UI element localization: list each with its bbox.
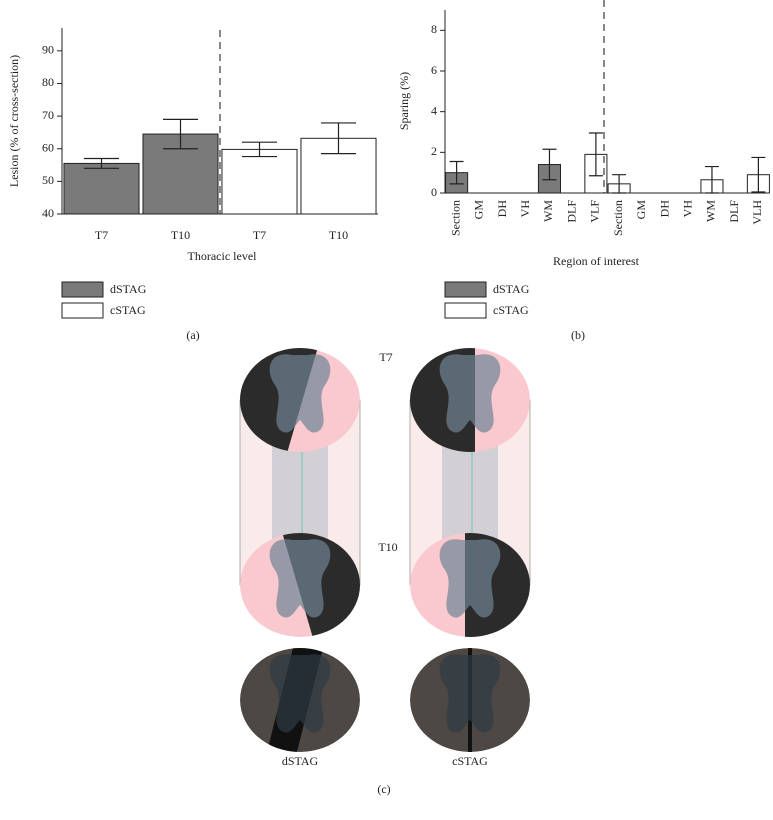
error-bar: [242, 141, 277, 158]
panel-label: (a): [186, 328, 199, 342]
y-tick-label: 4: [431, 103, 437, 117]
x-tick-label: VH: [518, 200, 532, 218]
legend-label: dSTAG: [493, 282, 530, 296]
x-tick-label: Section: [448, 200, 462, 236]
error-bar: [163, 118, 198, 150]
x-tick-label: T7: [253, 228, 266, 242]
cstag-section: [410, 648, 530, 752]
x-tick-label: DH: [495, 200, 509, 218]
x-tick-label: WM: [704, 200, 718, 222]
x-axis-label: Region of interest: [553, 254, 640, 268]
y-axis-label: Sparing (%): [397, 72, 411, 130]
error-bar: [449, 160, 464, 185]
x-tick-label: T10: [171, 228, 190, 242]
dstag-cord-model: [239, 348, 361, 637]
error-bar: [542, 148, 557, 181]
bar: [221, 148, 298, 215]
cstag-cord-model: [409, 348, 531, 637]
y-tick-label: 90: [42, 43, 54, 57]
x-axis-label: Thoracic level: [188, 249, 258, 263]
dstag-section: [240, 648, 360, 752]
legend-label: dSTAG: [110, 282, 147, 296]
error-bar: [321, 122, 356, 155]
y-tick-label: 60: [42, 140, 54, 154]
x-tick-label: VLH: [750, 200, 764, 225]
y-tick-label: 70: [42, 108, 54, 122]
illustration: T7 T10 dSTAG cSTAG (c): [239, 348, 531, 796]
level-label: T10: [378, 540, 397, 554]
x-tick-label: GM: [634, 200, 648, 220]
y-tick-label: 50: [42, 173, 54, 187]
condition-label: dSTAG: [282, 754, 319, 768]
level-label: T7: [379, 350, 392, 364]
x-tick-label: Section: [611, 200, 625, 236]
legend-swatch: [444, 281, 487, 298]
x-tick-label: GM: [472, 200, 486, 220]
legend-swatch: [61, 281, 104, 298]
y-tick-label: 8: [431, 22, 437, 36]
condition-label: cSTAG: [452, 754, 488, 768]
legend-label: cSTAG: [110, 303, 146, 317]
error-bar: [751, 156, 766, 193]
x-tick-label: WM: [541, 200, 555, 222]
x-tick-label: DLF: [564, 200, 578, 223]
x-tick-label: T7: [95, 228, 108, 242]
legend-label: cSTAG: [493, 303, 529, 317]
error-bar: [84, 157, 119, 169]
panel-label: (c): [377, 782, 390, 796]
x-tick-label: VH: [681, 200, 695, 218]
y-tick-label: 0: [431, 185, 437, 199]
y-tick-label: 40: [42, 206, 54, 220]
bar: [63, 162, 140, 215]
panel-label: (b): [571, 328, 585, 342]
x-tick-label: DLF: [727, 200, 741, 223]
legend-swatch: [61, 302, 104, 319]
x-tick-label: VLF: [588, 200, 602, 223]
y-tick-label: 2: [431, 144, 437, 158]
legend-swatch: [444, 302, 487, 319]
y-axis-label: Lesion (% of cross-section): [7, 55, 21, 187]
x-tick-label: T10: [329, 228, 348, 242]
y-tick-label: 6: [431, 63, 437, 77]
x-tick-label: DH: [657, 200, 671, 218]
error-bar: [588, 132, 603, 177]
y-tick-label: 80: [42, 75, 54, 89]
